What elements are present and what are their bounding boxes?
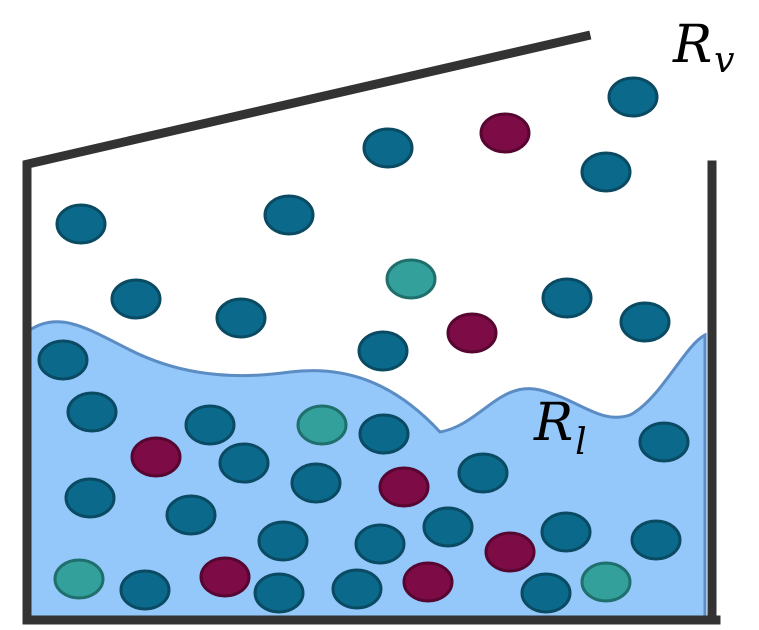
particle	[333, 570, 381, 608]
particle	[265, 196, 313, 234]
particle	[298, 406, 346, 444]
diagram: Rv Rl	[0, 0, 759, 630]
particle	[68, 393, 116, 431]
particle	[359, 332, 407, 370]
particle	[121, 571, 169, 609]
particle	[459, 454, 507, 492]
particle	[640, 423, 688, 461]
particle	[404, 563, 452, 601]
particle	[55, 560, 103, 598]
vapor-label: Rv	[672, 15, 735, 81]
particle	[217, 299, 265, 337]
particle	[543, 279, 591, 317]
particle	[132, 438, 180, 476]
particle	[112, 280, 160, 318]
liquid-subscript: l	[575, 422, 587, 463]
particle	[292, 464, 340, 502]
particle	[609, 78, 657, 116]
particle	[66, 479, 114, 517]
particle	[255, 574, 303, 612]
particle	[448, 314, 496, 352]
particle	[632, 521, 680, 559]
particle	[481, 114, 529, 152]
particle	[486, 533, 534, 571]
liquid-symbol: R	[533, 393, 573, 453]
particle	[364, 129, 412, 167]
particle	[186, 406, 234, 444]
particle	[356, 525, 404, 563]
particle	[424, 508, 472, 546]
particle	[522, 574, 570, 612]
particle	[220, 444, 268, 482]
particle	[582, 153, 630, 191]
particle	[201, 558, 249, 596]
vapor-symbol: R	[672, 15, 712, 75]
particle	[57, 205, 105, 243]
particle	[360, 415, 408, 453]
particle	[380, 468, 428, 506]
particle	[387, 260, 435, 298]
particle	[542, 513, 590, 551]
liquid-label: Rl	[533, 393, 587, 463]
vapor-subscript: v	[714, 40, 734, 81]
particle	[259, 522, 307, 560]
particle	[167, 496, 215, 534]
particle	[39, 341, 87, 379]
particle	[621, 303, 669, 341]
particle	[582, 563, 630, 601]
